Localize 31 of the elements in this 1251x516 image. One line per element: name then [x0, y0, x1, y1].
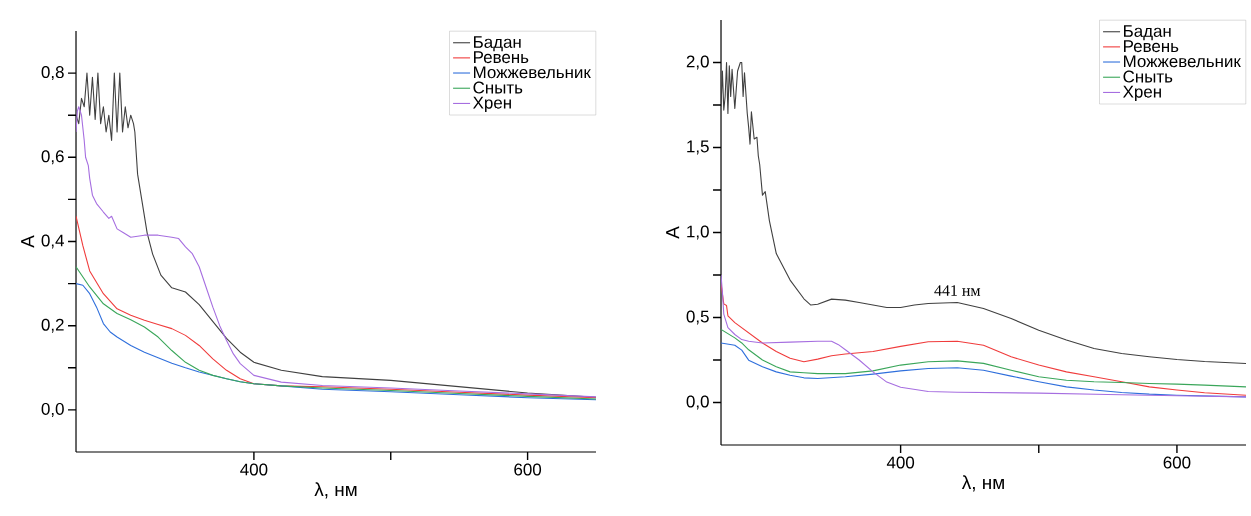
- legend-label: Хрен: [472, 96, 511, 113]
- annotation: 441 нм: [934, 285, 981, 296]
- legend-label: Бадан: [474, 36, 521, 52]
- line-series: [76, 215, 597, 399]
- legend-label: Сныть: [473, 81, 523, 94]
- x-axis-title: λ, нм: [961, 475, 1004, 492]
- y-tick-label: 0,6: [41, 150, 64, 165]
- y-axis-title: A: [21, 235, 35, 248]
- y-tick-label: 0,8: [41, 66, 64, 81]
- x-tick-label: 600: [514, 463, 542, 476]
- y-tick-label: 0,2: [41, 318, 64, 333]
- y-tick-label: 0,0: [686, 395, 709, 410]
- legend-label: Можжевельник: [1124, 55, 1241, 68]
- y-tick-label: 0,4: [41, 234, 64, 249]
- legend-label: Бадан: [1124, 25, 1171, 41]
- x-tick-label: 600: [1163, 456, 1191, 469]
- y-tick-label: 1,5: [687, 140, 709, 155]
- legend-label: Можжевельник: [474, 66, 591, 79]
- legend-label: Ревень: [474, 51, 529, 64]
- x-tick-label: 400: [886, 456, 915, 469]
- legend-label: Ревень: [1124, 40, 1179, 53]
- y-tick-label: 2,0: [686, 55, 709, 70]
- legend-label: Сныть: [1123, 70, 1173, 83]
- y-axis-title: A: [666, 226, 680, 239]
- line-series: [721, 328, 1247, 388]
- legend-label: Хрен: [1122, 85, 1161, 102]
- y-tick-label: 0,0: [41, 402, 64, 417]
- y-tick-label: 1,0: [687, 225, 709, 240]
- x-tick-label: 400: [240, 463, 268, 476]
- y-tick-label: 0,5: [686, 310, 709, 325]
- x-axis-title: λ, нм: [314, 482, 357, 499]
